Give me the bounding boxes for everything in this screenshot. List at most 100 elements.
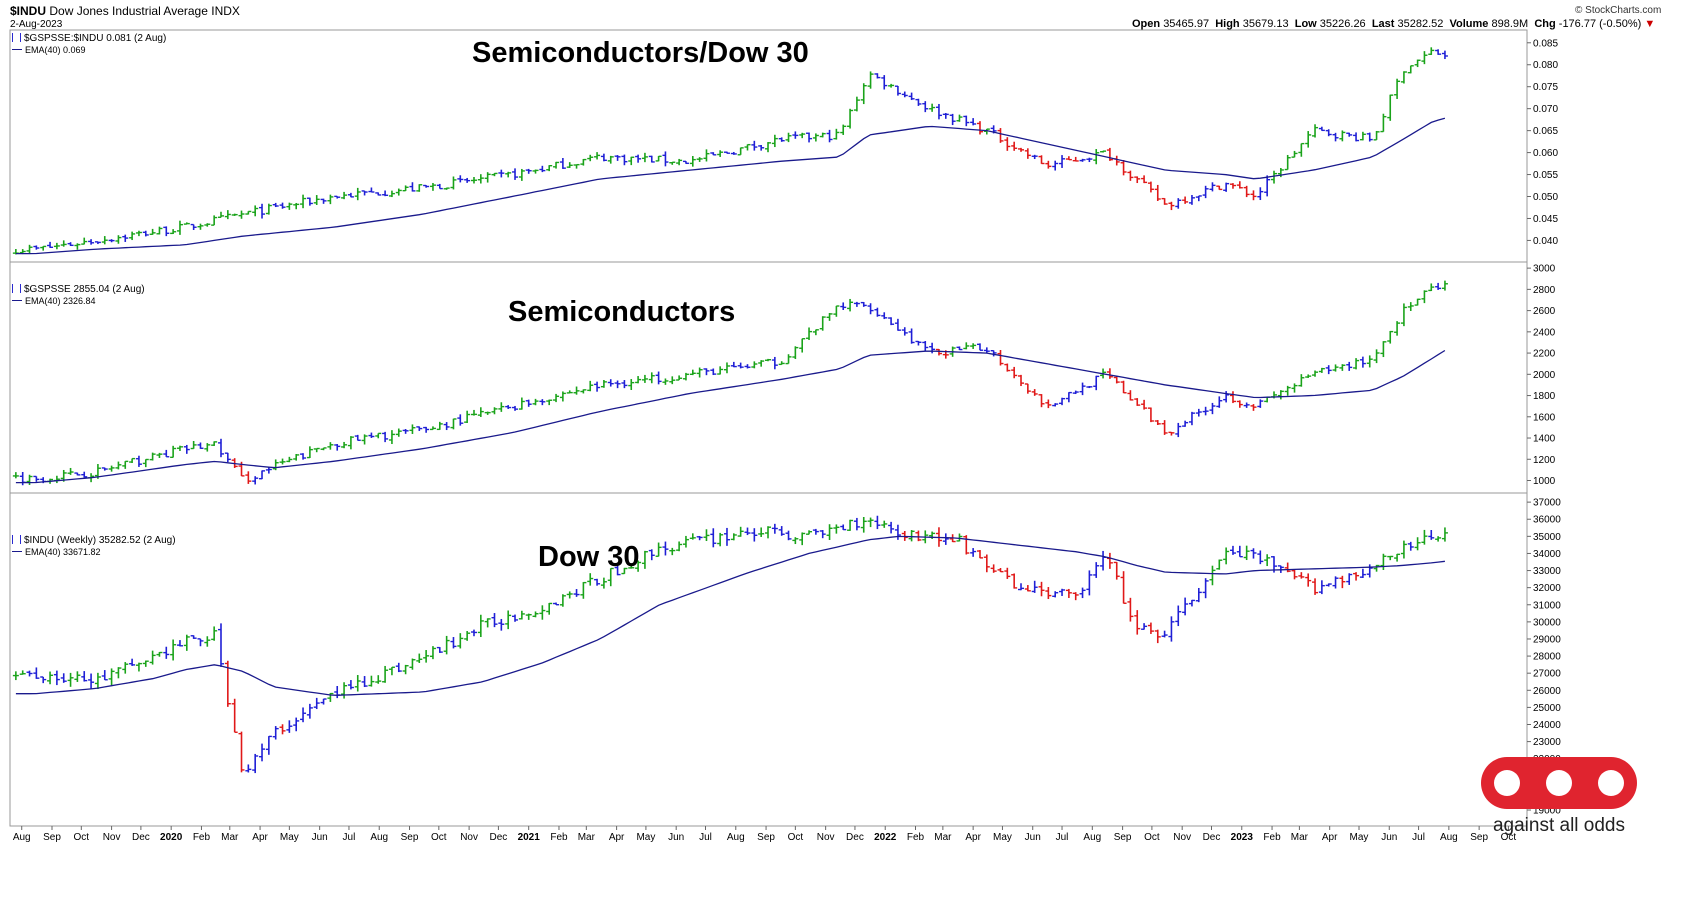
volume-value: 898.9M bbox=[1491, 18, 1529, 30]
y-tick-label: 0.050 bbox=[1533, 192, 1558, 203]
y-tick-label: 27000 bbox=[1533, 669, 1561, 680]
dow-panel-label: $INDU (Weekly) 35282.52 (2 Aug) bbox=[12, 535, 176, 546]
y-tick-label: 1400 bbox=[1533, 434, 1556, 445]
y-tick-label: 2800 bbox=[1533, 285, 1556, 296]
x-tick-label: Nov bbox=[460, 832, 478, 843]
y-tick-label: 0.070 bbox=[1533, 104, 1558, 115]
open-value: 35465.97 bbox=[1163, 18, 1210, 30]
x-tick-label: Oct bbox=[431, 832, 447, 843]
y-tick-label: 33000 bbox=[1533, 566, 1561, 577]
y-tick-label: 0.080 bbox=[1533, 60, 1558, 71]
x-tick-label: Oct bbox=[1501, 832, 1517, 843]
x-tick-label: Sep bbox=[43, 832, 61, 843]
y-tick-label: 2200 bbox=[1533, 349, 1556, 360]
low-label: Low bbox=[1294, 18, 1317, 30]
x-tick-label: Mar bbox=[221, 832, 239, 843]
y-tick-label: 31000 bbox=[1533, 600, 1561, 611]
y-tick-label: 0.075 bbox=[1533, 82, 1558, 93]
y-tick-label: 32000 bbox=[1533, 583, 1561, 594]
x-tick-label: Feb bbox=[907, 832, 925, 843]
high-label: High bbox=[1215, 18, 1240, 30]
last-label: Last bbox=[1371, 18, 1395, 30]
y-tick-label: 0.055 bbox=[1533, 170, 1558, 181]
x-tick-label: Jun bbox=[1025, 832, 1041, 843]
last-value: 35282.52 bbox=[1397, 18, 1444, 30]
y-tick-label: 2000 bbox=[1533, 370, 1556, 381]
y-tick-label: 35000 bbox=[1533, 532, 1561, 543]
x-tick-label: Sep bbox=[1470, 832, 1488, 843]
x-tick-label: Sep bbox=[1114, 832, 1132, 843]
volume-label: Volume bbox=[1449, 18, 1489, 30]
x-tick-label: Apr bbox=[609, 832, 625, 843]
y-tick-label: 0.060 bbox=[1533, 148, 1558, 159]
x-tick-label: Feb bbox=[1263, 832, 1281, 843]
panel-frame-dow bbox=[9, 492, 1528, 827]
dow-symbol-text: $INDU (Weekly) 35282.52 (2 Aug) bbox=[24, 535, 176, 546]
x-tick-label: Nov bbox=[103, 832, 121, 843]
x-tick-label: Jul bbox=[1056, 832, 1069, 843]
chart-header-title: $INDU Dow Jones Industrial Average INDX bbox=[10, 4, 240, 18]
dow-ema-text: EMA(40) 33671.82 bbox=[25, 547, 101, 557]
x-tick-label: Oct bbox=[1144, 832, 1160, 843]
x-tick-label: 2022 bbox=[874, 832, 897, 843]
y-tick-label: 1600 bbox=[1533, 412, 1556, 423]
y-tick-label: 19000 bbox=[1533, 806, 1561, 817]
x-tick-label: Oct bbox=[74, 832, 90, 843]
x-tick-label: Dec bbox=[490, 832, 508, 843]
y-tick-label: 25000 bbox=[1533, 703, 1561, 714]
low-value: 35226.26 bbox=[1319, 18, 1366, 30]
y-tick-label: 2600 bbox=[1533, 306, 1556, 317]
panel-frame-semi bbox=[9, 261, 1528, 494]
y-tick-label: 36000 bbox=[1533, 515, 1561, 526]
x-tick-label: Mar bbox=[934, 832, 952, 843]
semi-ema-label: EMA(40) 2326.84 bbox=[12, 296, 96, 306]
y-tick-label: 29000 bbox=[1533, 634, 1561, 645]
dow-ema-label: EMA(40) 33671.82 bbox=[12, 547, 101, 557]
x-tick-label: May bbox=[993, 832, 1012, 843]
ohlc-readout: Open 35465.97 High 35679.13 Low 35226.26… bbox=[1132, 18, 1655, 30]
y-tick-label: 2400 bbox=[1533, 327, 1556, 338]
ratio-ema-label: EMA(40) 0.069 bbox=[12, 45, 86, 55]
y-tick-label: 0.040 bbox=[1533, 236, 1558, 247]
x-tick-label: Sep bbox=[401, 832, 419, 843]
x-tick-label: Jul bbox=[1412, 832, 1425, 843]
ema-line-semi bbox=[15, 349, 1446, 484]
ratio-panel-title: Semiconductors/Dow 30 bbox=[472, 37, 809, 69]
semi-ema-text: EMA(40) 2326.84 bbox=[25, 296, 96, 306]
header-date: 2-Aug-2023 bbox=[10, 19, 63, 30]
x-tick-label: 2020 bbox=[160, 832, 183, 843]
y-tick-label: 0.085 bbox=[1533, 38, 1558, 49]
stockcharts-watermark: © StockCharts.com bbox=[1575, 5, 1662, 16]
x-tick-label: Oct bbox=[788, 832, 804, 843]
against-all-odds-logo-icon bbox=[1481, 757, 1637, 809]
header-symbol: $INDU bbox=[10, 4, 47, 18]
semi-symbol-text: $GSPSSE 2855.04 (2 Aug) bbox=[24, 284, 145, 295]
ema-line-ratio bbox=[15, 117, 1446, 255]
x-tick-label: Nov bbox=[1173, 832, 1191, 843]
semi-panel-label: $GSPSSE 2855.04 (2 Aug) bbox=[12, 284, 145, 295]
y-tick-label: 26000 bbox=[1533, 686, 1561, 697]
x-tick-label: 2021 bbox=[518, 832, 541, 843]
semi-panel-title: Semiconductors bbox=[508, 296, 736, 328]
y-tick-label: 1200 bbox=[1533, 455, 1556, 466]
x-tick-label: May bbox=[636, 832, 655, 843]
x-tick-label: Mar bbox=[1291, 832, 1309, 843]
y-tick-label: 1000 bbox=[1533, 476, 1556, 487]
x-tick-label: Aug bbox=[727, 832, 745, 843]
x-tick-label: Dec bbox=[132, 832, 150, 843]
down-arrow-icon: ▼ bbox=[1644, 18, 1656, 30]
x-tick-label: Sep bbox=[757, 832, 775, 843]
x-tick-label: Apr bbox=[1322, 832, 1338, 843]
x-tick-label: Apr bbox=[965, 832, 981, 843]
chg-value: -176.77 (-0.50%) bbox=[1558, 18, 1642, 30]
y-tick-label: 1800 bbox=[1533, 391, 1556, 402]
x-tick-label: May bbox=[1350, 832, 1369, 843]
x-tick-label: 2023 bbox=[1231, 832, 1254, 843]
ema-line-dow bbox=[15, 535, 1445, 696]
chg-label: Chg bbox=[1534, 18, 1556, 30]
x-tick-label: Aug bbox=[370, 832, 388, 843]
x-tick-label: Mar bbox=[578, 832, 596, 843]
x-tick-label: Nov bbox=[817, 832, 835, 843]
ratio-ema-text: EMA(40) 0.069 bbox=[25, 45, 86, 55]
